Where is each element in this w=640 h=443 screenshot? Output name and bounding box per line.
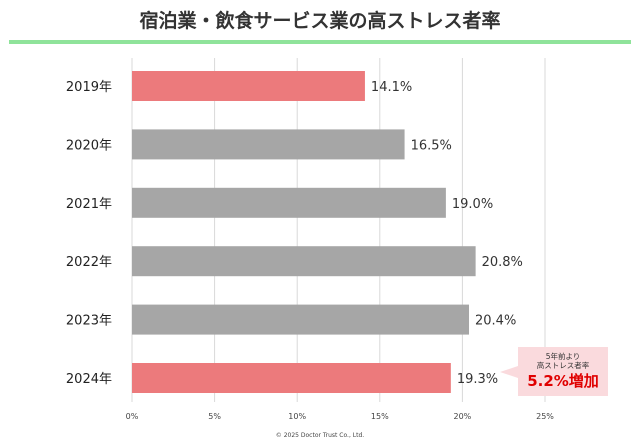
data-label: 19.3% bbox=[457, 372, 498, 387]
callout-pointer bbox=[500, 366, 518, 378]
callout-value: 5.2%増加 bbox=[527, 372, 599, 390]
callout-line1: 5年前より bbox=[545, 352, 581, 361]
x-tick-label: 5% bbox=[208, 412, 221, 421]
callout-line2: 高ストレス者率 bbox=[536, 361, 590, 370]
x-tick-label: 15% bbox=[371, 412, 389, 421]
data-label: 16.5% bbox=[411, 138, 452, 153]
data-label: 20.4% bbox=[475, 314, 516, 329]
bar bbox=[132, 187, 446, 218]
data-label: 14.1% bbox=[371, 80, 412, 95]
callout-box: 5年前より 高ストレス者率 5.2%増加 bbox=[518, 347, 608, 396]
bar bbox=[132, 304, 470, 335]
x-tick-label: 10% bbox=[288, 412, 306, 421]
x-tick-label: 20% bbox=[454, 412, 472, 421]
y-category-label: 2020年 bbox=[66, 138, 112, 153]
data-label: 20.8% bbox=[482, 255, 523, 270]
bar bbox=[132, 363, 451, 393]
y-category-label: 2023年 bbox=[66, 314, 112, 329]
bar bbox=[132, 129, 405, 160]
y-category-label: 2022年 bbox=[66, 255, 112, 270]
copyright-footer: © 2025 Doctor Trust Co., Ltd. bbox=[275, 432, 365, 439]
y-category-label: 2024年 bbox=[66, 372, 112, 387]
x-tick-label: 25% bbox=[536, 412, 554, 421]
bar bbox=[132, 71, 365, 101]
bar bbox=[132, 246, 476, 277]
y-category-label: 2019年 bbox=[66, 80, 112, 95]
y-category-label: 2021年 bbox=[66, 197, 112, 212]
title-underline bbox=[9, 40, 631, 44]
data-label: 19.0% bbox=[452, 197, 493, 212]
x-tick-label: 0% bbox=[126, 412, 139, 421]
chart-title: 宿泊業・飲食サービス業の高ストレス者率 bbox=[139, 10, 501, 32]
